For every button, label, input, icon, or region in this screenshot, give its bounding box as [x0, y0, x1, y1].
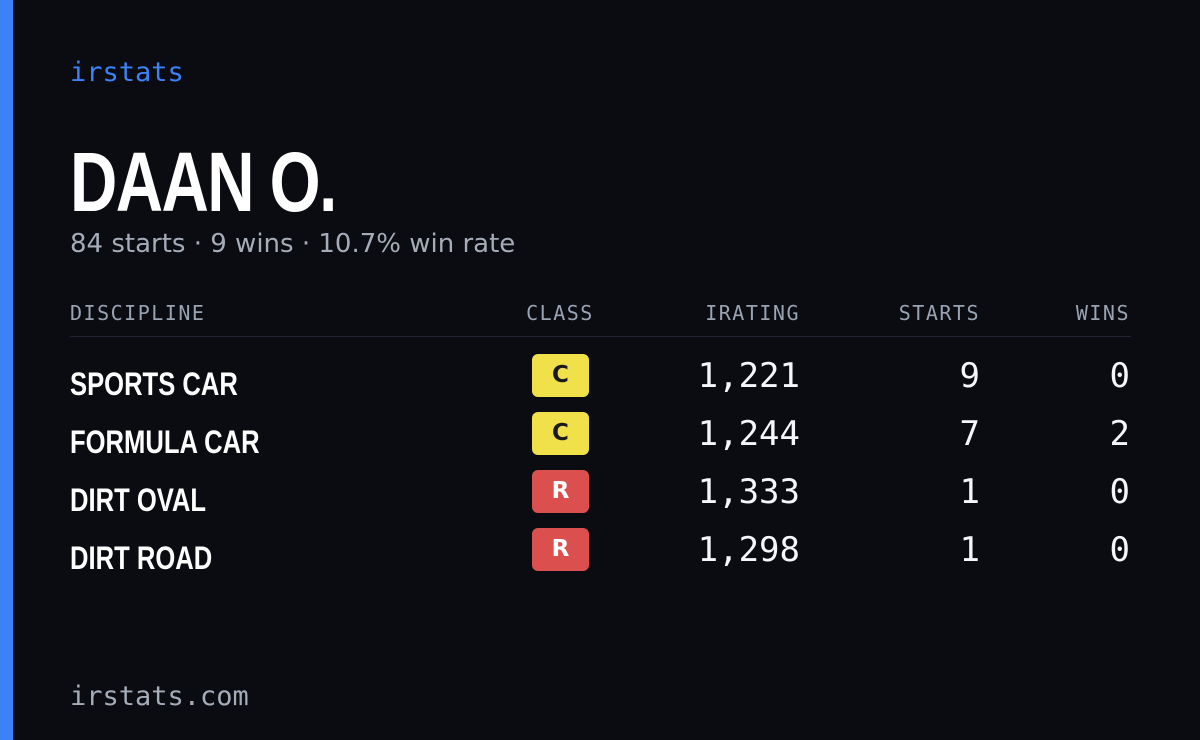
- class-badge: R: [532, 528, 589, 571]
- column-header-discipline: DISCIPLINE: [70, 301, 206, 325]
- irating-value: 1,244: [697, 414, 800, 454]
- header-divider: [70, 336, 1131, 337]
- starts-value: 9: [959, 356, 980, 396]
- wins-value: 2: [1109, 414, 1130, 454]
- starts-value: 1: [959, 530, 980, 570]
- starts-value: 7: [959, 414, 980, 454]
- discipline-name: DIRT ROAD: [70, 540, 213, 576]
- wins-value: 0: [1109, 472, 1130, 512]
- starts-value: 1: [959, 472, 980, 512]
- discipline-name: DIRT OVAL: [70, 482, 207, 518]
- accent-bar: [0, 0, 13, 740]
- irating-value: 1,333: [697, 472, 800, 512]
- table-row: DIRT OVAL R 1,333 1 0: [70, 470, 1131, 528]
- driver-name: DAAN O.: [70, 135, 337, 229]
- column-header-class: CLASS: [526, 301, 594, 325]
- wins-value: 0: [1109, 356, 1130, 396]
- table-row: FORMULA CAR C 1,244 7 2: [70, 412, 1131, 470]
- footer-url: irstats.com: [70, 681, 249, 712]
- irating-value: 1,298: [697, 530, 800, 570]
- table-row: SPORTS CAR C 1,221 9 0: [70, 354, 1131, 412]
- class-badge: R: [532, 470, 589, 513]
- column-header-wins: WINS: [1075, 301, 1130, 325]
- discipline-name: SPORTS CAR: [70, 366, 238, 402]
- irating-value: 1,221: [697, 356, 800, 396]
- class-badge: C: [532, 354, 589, 397]
- column-header-starts: STARTS: [898, 301, 980, 325]
- driver-summary: 84 starts · 9 wins · 10.7% win rate: [70, 229, 516, 259]
- wins-value: 0: [1109, 530, 1130, 570]
- column-header-irating: IRATING: [705, 301, 800, 325]
- brand-logo: irstats: [70, 57, 184, 88]
- discipline-name: FORMULA CAR: [70, 424, 260, 460]
- table-row: DIRT ROAD R 1,298 1 0: [70, 528, 1131, 586]
- class-badge: C: [532, 412, 589, 455]
